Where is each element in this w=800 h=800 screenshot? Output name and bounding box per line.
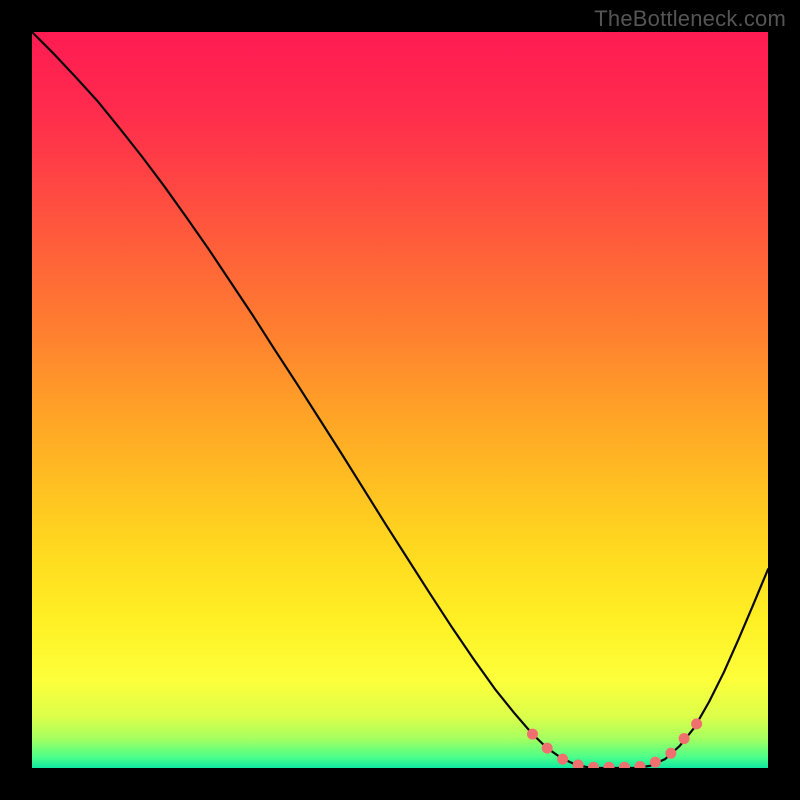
marker-dot (679, 733, 690, 744)
marker-dot (542, 743, 553, 754)
chart-svg (32, 32, 768, 768)
marker-dot (650, 757, 661, 768)
marker-dot (557, 754, 568, 765)
bottleneck-chart (32, 32, 768, 768)
marker-dot (665, 748, 676, 759)
watermark-text: TheBottleneck.com (594, 6, 786, 32)
gradient-background (32, 32, 768, 768)
marker-dot (527, 729, 538, 740)
marker-dot (691, 718, 702, 729)
